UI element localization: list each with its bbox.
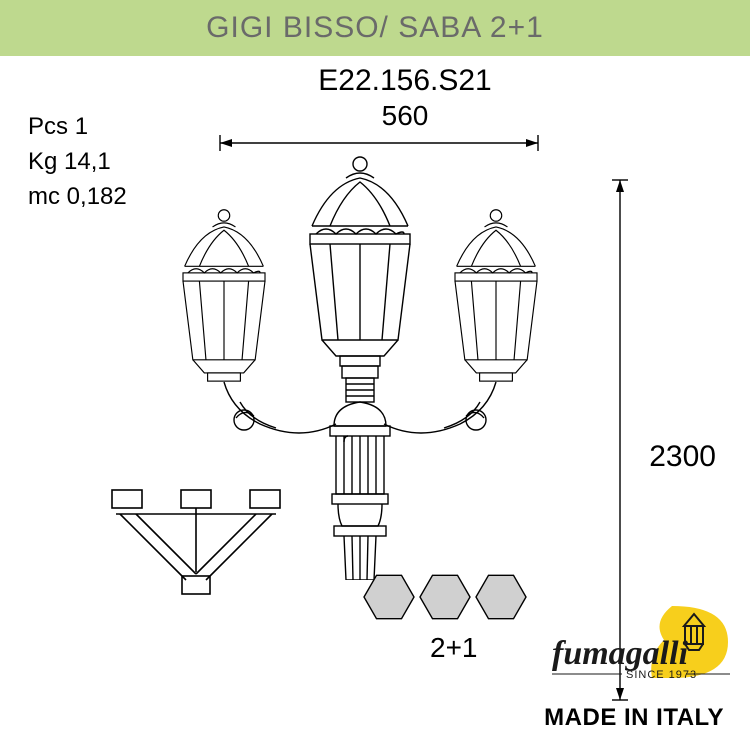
model-code: E22.156.S21 bbox=[0, 64, 750, 98]
brand-tagline: SINCE 1973 bbox=[626, 669, 697, 681]
title-bar: GIGI BISSO/ SABA 2+1 bbox=[0, 0, 750, 56]
width-dimension-label: 560 bbox=[0, 100, 750, 132]
spec-kg: Kg 14,1 bbox=[28, 145, 127, 180]
brand-logo: fumagalli SINCE 1973 bbox=[552, 604, 732, 694]
hex-label: 2+1 bbox=[430, 632, 478, 664]
brand-name: fumagalli bbox=[552, 635, 689, 672]
topview-diagram bbox=[96, 484, 296, 604]
made-in-label: MADE IN ITALY bbox=[544, 704, 724, 732]
hex-row bbox=[360, 565, 580, 629]
product-title: GIGI BISSO/ SABA 2+1 bbox=[206, 11, 544, 45]
spec-mc: mc 0,182 bbox=[28, 180, 127, 215]
height-dimension-label: 2300 bbox=[649, 440, 716, 474]
